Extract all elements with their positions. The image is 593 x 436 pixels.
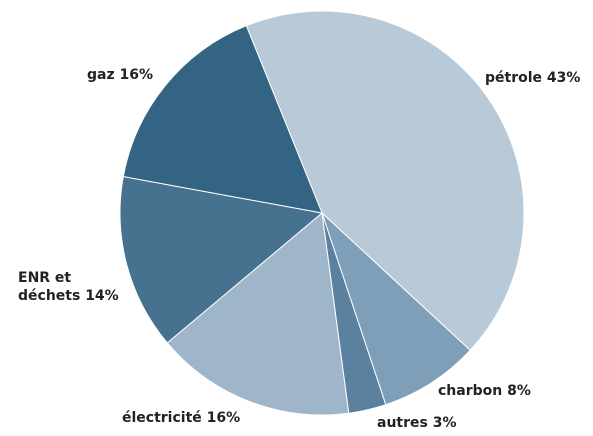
category-label: gaz [87,67,115,83]
category-label: pétrole [485,70,543,86]
pie-slice [122,25,323,214]
pie-slice [119,175,324,344]
slice-label: gaz 16% [87,66,153,84]
value-label: 3% [432,415,457,431]
slice-label: autres 3% [377,414,457,432]
value-label: 16% [206,410,241,426]
category-label: électricité [122,410,202,426]
value-label: 8% [507,383,531,399]
slice-label: ENR et déchets 14% [18,269,128,305]
value-label: 43% [546,70,581,86]
category-label: autres [377,415,428,431]
pie-slice [321,212,471,406]
category-label: ENR et déchets [18,270,81,304]
slice-label: électricité 16% [122,409,240,427]
category-label: charbon [438,383,503,399]
slice-label: charbon 8% [438,382,531,400]
value-label: 16% [119,67,154,83]
slice-label: pétrole 43% [485,69,580,87]
pie-slice [166,212,350,416]
value-label: 14% [85,288,119,304]
pie-slice [245,10,525,351]
